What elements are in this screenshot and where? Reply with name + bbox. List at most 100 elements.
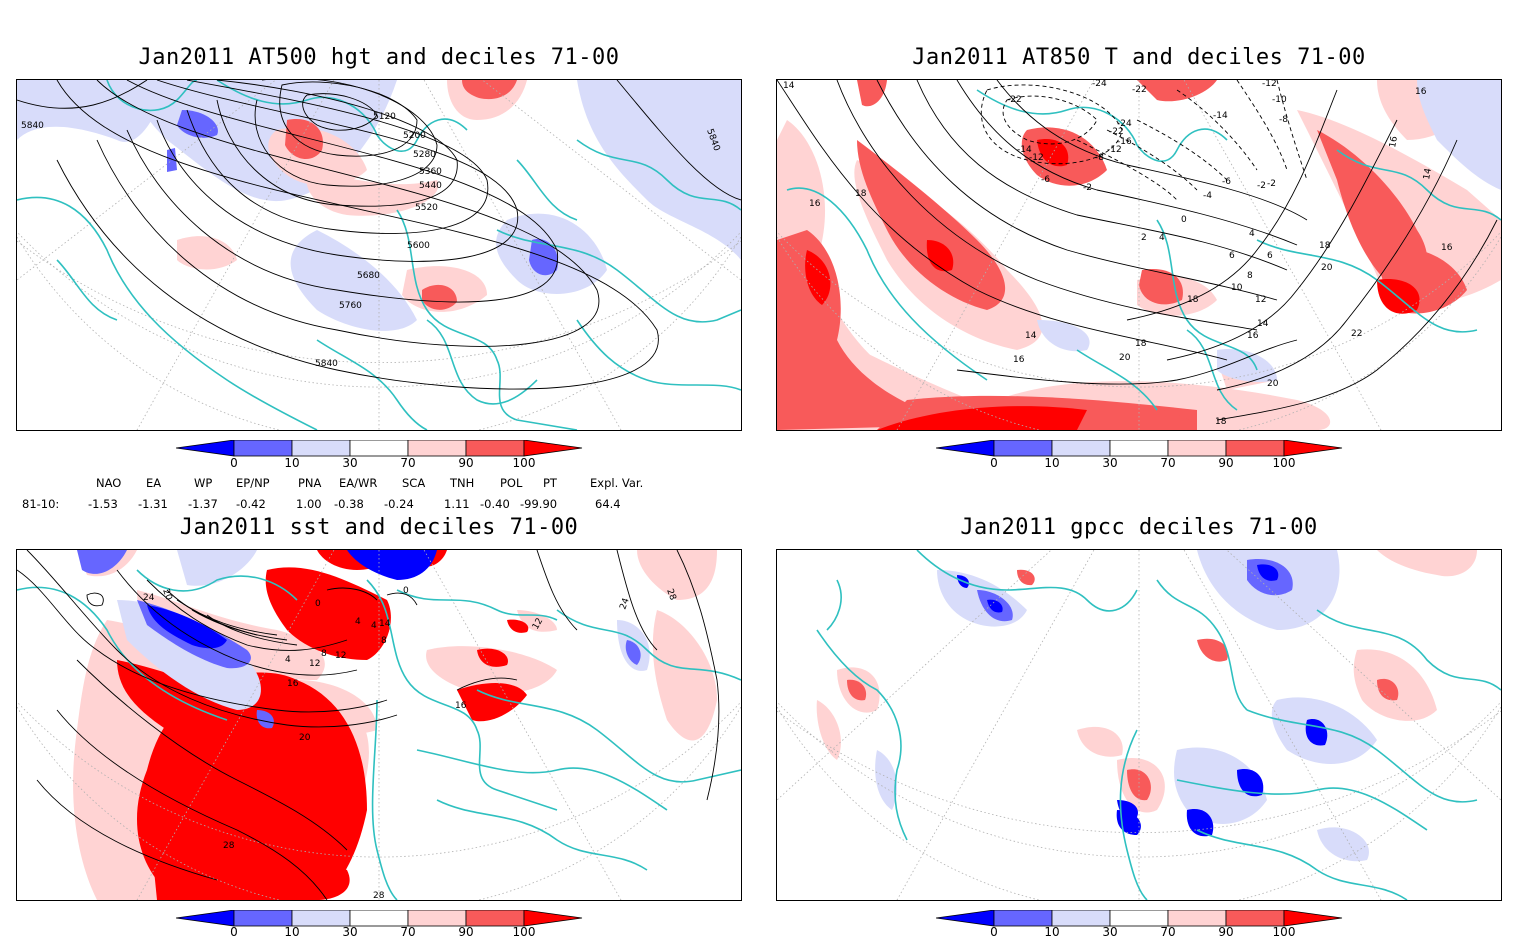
title-sst: Jan2011 sst and deciles 71-00: [179, 515, 579, 540]
colorbar-tick: 10: [284, 456, 300, 470]
contour-label: 5520: [415, 203, 438, 213]
contour-label: 5840: [315, 359, 338, 369]
contour-label: 16: [1247, 331, 1259, 341]
contour-label: 5680: [357, 271, 380, 281]
title-hgt: Jan2011 AT500 hgt and deciles 71-00: [138, 45, 620, 70]
contour-label: 0: [403, 586, 409, 596]
contour-label: 24: [143, 593, 155, 603]
colorbar-tick: 30: [1102, 456, 1118, 470]
title-gpcc: Jan2011 gpcc deciles 71-00: [960, 515, 1318, 540]
contour-label: -2: [1257, 181, 1266, 191]
contour-label: 4: [285, 655, 291, 665]
map-sst: 24 20 0 0 4 4 14 8 12 4 12 8 16 16 20 24…: [16, 549, 742, 901]
contour-label: -4: [1203, 191, 1212, 201]
colorbar-tick: 10: [1044, 925, 1060, 939]
colorbar-tick: 0: [230, 456, 238, 470]
contour-label: 20: [299, 733, 311, 743]
colorbar-tick: 0: [990, 925, 998, 939]
contour-label: -8: [1279, 115, 1288, 125]
contour-label: 6: [1267, 251, 1273, 261]
contour-label: 5360: [419, 167, 442, 177]
contour-label: -12: [1029, 153, 1044, 163]
index-header: EA/WR: [339, 476, 378, 490]
colorbar-tick: 100: [1272, 925, 1296, 939]
index-header: PT: [543, 476, 557, 490]
contour-label: -8: [1095, 153, 1104, 163]
contour-label: -16: [1117, 137, 1132, 147]
colorbar-tick: 100: [512, 456, 536, 470]
contour-label: 14: [783, 81, 795, 91]
index-header: Expl. Var.: [590, 476, 644, 490]
colorbar-tick: 30: [1102, 925, 1118, 939]
colorbar-tick: 10: [284, 925, 300, 939]
contour-label: -10: [1272, 95, 1287, 105]
contour-label: 22: [1351, 329, 1362, 339]
index-value: -1.37: [188, 497, 218, 511]
contour-label: 28: [664, 588, 677, 602]
contour-label: 10: [1231, 283, 1243, 293]
contour-label: 6: [1229, 251, 1235, 261]
colorbar-tick: 90: [458, 456, 474, 470]
contour-label: 14: [1257, 319, 1269, 329]
contour-label: 16: [287, 679, 299, 689]
contour-label: 5200: [403, 131, 426, 141]
contour-label: -14: [1213, 111, 1228, 121]
index-header: NAO: [96, 476, 122, 490]
colorbar-tick: 90: [1218, 456, 1234, 470]
contour-label: 4: [371, 621, 377, 631]
contour-label: 8: [381, 636, 387, 646]
contour-label: 16: [455, 701, 467, 711]
contour-label: -12: [1107, 145, 1122, 155]
colorbar-tick: 90: [458, 925, 474, 939]
contour-label: 5120: [373, 112, 396, 122]
contour-label: -6: [1041, 175, 1050, 185]
contour-label: 12: [1255, 295, 1266, 305]
index-value: -99.90: [520, 497, 558, 511]
contour-label: 4: [1159, 233, 1165, 243]
contour-label: 18: [1319, 241, 1331, 251]
contour-label: 12: [335, 651, 346, 661]
contour-label: 0: [315, 599, 321, 609]
contour-label: 28: [223, 841, 235, 851]
contour-label: -24: [1117, 119, 1132, 129]
contour-label: -24: [1092, 80, 1107, 89]
index-header: POL: [500, 476, 523, 490]
contour-label: -2: [1267, 179, 1276, 189]
colorbar-tick: 70: [400, 925, 416, 939]
colorbar-t850: 0 10 30 70 90 100: [935, 439, 1346, 480]
contour-label: 8: [1247, 271, 1253, 281]
contour-label: 16: [1388, 135, 1400, 148]
colorbar-hgt: 0 10 30 70 90 100: [175, 439, 586, 480]
contour-label: 12: [309, 659, 320, 669]
contour-label: 5600: [407, 241, 430, 251]
colorbar-tick: 30: [342, 925, 358, 939]
map-gpcc: [776, 549, 1502, 901]
map-t850: 14 -22 -24 -22 -12 -10 -8 16 -14 -24 -16…: [776, 79, 1502, 431]
contour-label: 14: [1422, 167, 1434, 180]
contour-label: 4: [1249, 229, 1255, 239]
index-header: PNA: [298, 476, 322, 490]
colorbar-tick: 100: [512, 925, 536, 939]
contour-label: 18: [855, 189, 867, 199]
index-value: -0.38: [334, 497, 364, 511]
index-value: -0.40: [480, 497, 510, 511]
contour-label: 16: [1415, 87, 1427, 97]
index-value: -1.53: [88, 497, 118, 511]
colorbar-sst: 0 10 30 70 90 100: [175, 909, 586, 940]
index-header: EA: [146, 476, 162, 490]
index-header: WP: [194, 476, 213, 490]
colorbar-tick: 70: [1160, 456, 1176, 470]
contour-label: -12: [1262, 80, 1277, 89]
contour-label: 16: [1441, 243, 1453, 253]
contour-label: -22: [1109, 127, 1124, 137]
contour-label: -14: [1017, 145, 1032, 155]
colorbar-tick: 0: [990, 456, 998, 470]
contour-label: 0: [1181, 215, 1187, 225]
colorbar-gpcc: 0 10 30 70 90 100: [935, 909, 1346, 940]
colorbar-tick: 100: [1272, 456, 1296, 470]
contour-label: 5840: [21, 121, 44, 131]
index-value: 64.4: [595, 497, 621, 511]
contour-label: 20: [160, 588, 173, 602]
contour-label: 4: [355, 617, 361, 627]
colorbar-tick: 70: [1160, 925, 1176, 939]
